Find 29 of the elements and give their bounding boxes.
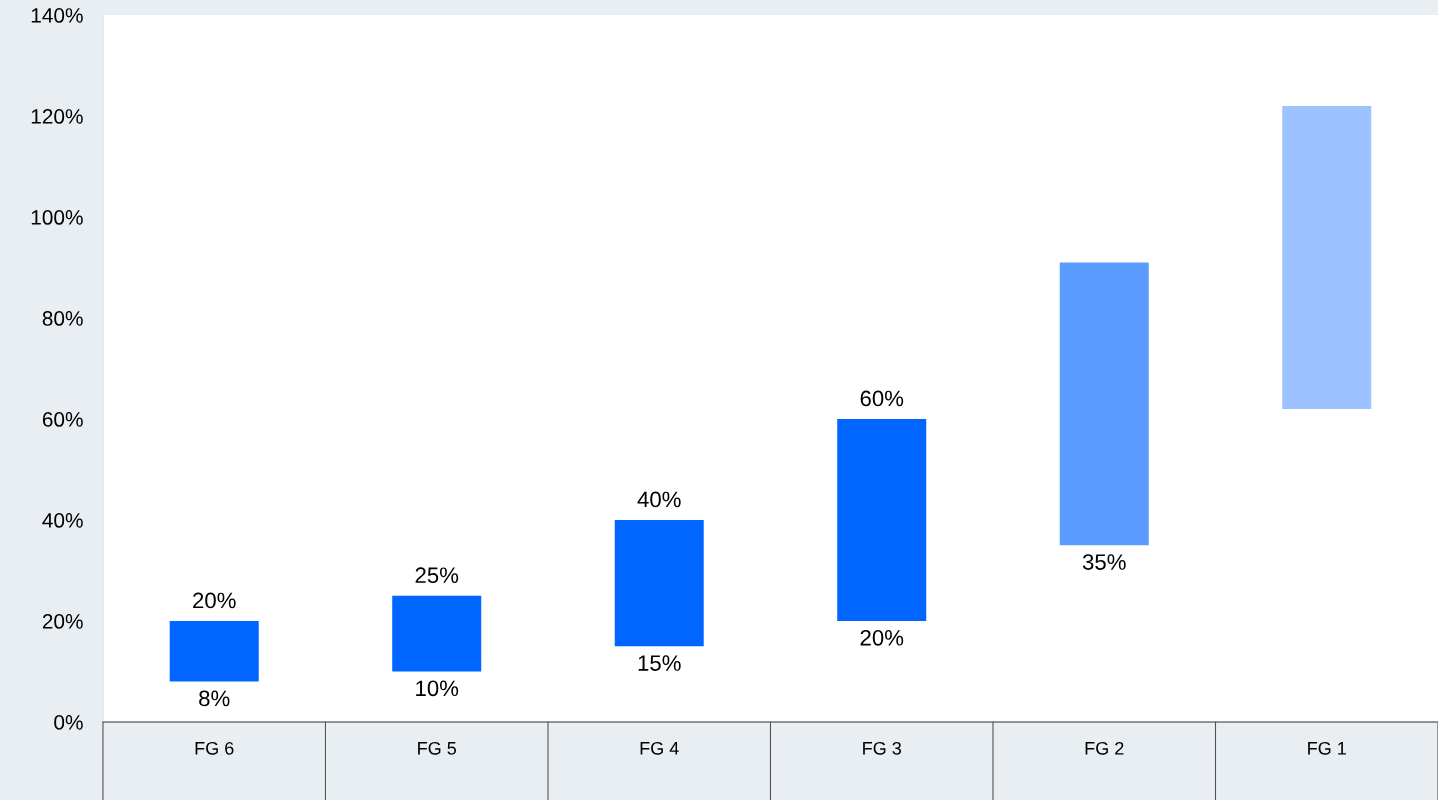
annotation: 8% — [199, 690, 230, 707]
bar — [614, 520, 704, 647]
x-tick-label: FG 5 — [418, 741, 457, 755]
x-tick-label: FG 2 — [1085, 741, 1124, 755]
y-tick-label: 20% — [42, 614, 83, 629]
annotation: 25% — [415, 567, 459, 584]
annotation: 40% — [637, 491, 681, 508]
bar — [1059, 262, 1149, 546]
y-tick-label: 140% — [31, 8, 83, 23]
annotation: 60% — [860, 390, 904, 407]
y-tick-label: 80% — [42, 311, 83, 326]
bar — [392, 595, 482, 672]
y-tick-label: 60% — [42, 412, 83, 427]
annotation: 10% — [416, 680, 459, 697]
annotation: 35% — [1082, 554, 1126, 570]
x-tick-label: FG 1 — [1308, 741, 1346, 755]
annotation: 20% — [193, 592, 236, 609]
annotation: 20% — [860, 629, 904, 646]
bar — [837, 419, 927, 622]
x-tick-label: FG 6 — [195, 741, 234, 755]
bar — [169, 621, 259, 682]
y-tick-label: 0% — [54, 715, 83, 730]
annotation: 15% — [638, 655, 681, 671]
y-tick-label: 100% — [31, 210, 83, 225]
x-tick-label: FG 4 — [640, 741, 679, 755]
bar — [1282, 105, 1372, 409]
y-tick-label: 120% — [31, 109, 83, 124]
y-tick-label: 40% — [42, 513, 83, 528]
x-tick-label: FG 3 — [863, 741, 902, 755]
